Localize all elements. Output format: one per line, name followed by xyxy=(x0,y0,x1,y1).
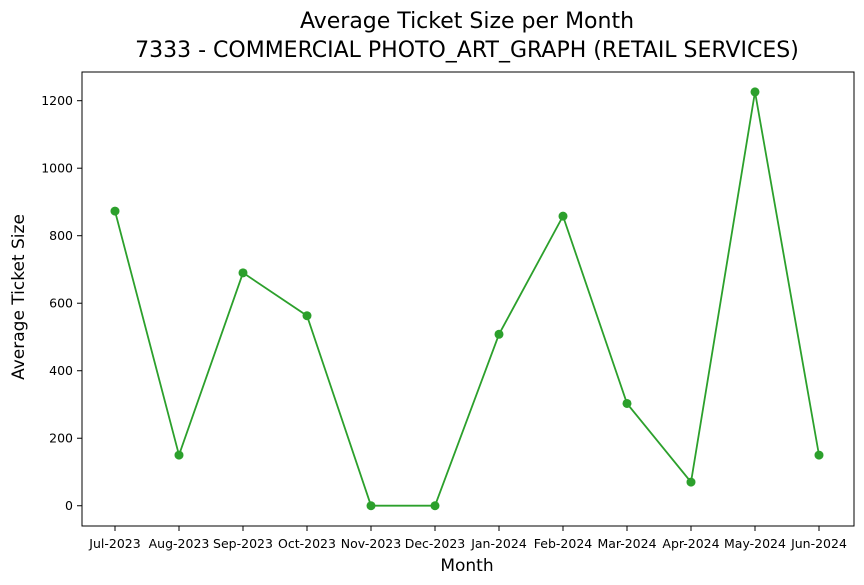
y-tick-label: 800 xyxy=(49,228,73,243)
y-axis-label: Average Ticket Size xyxy=(9,214,29,380)
chart-subtitle: 7333 - COMMERCIAL PHOTO_ART_GRAPH (RETAI… xyxy=(135,38,799,63)
data-point xyxy=(558,211,568,221)
data-point xyxy=(302,311,312,321)
x-tick-label: Feb-2024 xyxy=(534,536,593,551)
x-tick-label: Jun-2024 xyxy=(790,536,847,551)
data-point xyxy=(110,206,120,216)
data-point xyxy=(494,329,504,339)
x-tick-label: Nov-2023 xyxy=(341,536,401,551)
x-tick-label: May-2024 xyxy=(724,536,786,551)
x-tick-label: Sep-2023 xyxy=(213,536,273,551)
y-tick-label: 600 xyxy=(49,296,73,311)
data-point xyxy=(622,398,632,408)
y-tick-label: 400 xyxy=(49,363,73,378)
y-axis: 0 200 400 600 800 1000 1200 xyxy=(41,93,82,513)
y-tick-label: 1000 xyxy=(41,161,73,176)
x-tick-label: Oct-2023 xyxy=(278,536,336,551)
x-tick-label: Aug-2023 xyxy=(149,536,210,551)
plot-area xyxy=(81,71,855,527)
data-point xyxy=(750,87,760,97)
data-point xyxy=(430,501,440,511)
x-axis: Jul-2023 Aug-2023 Sep-2023 Oct-2023 Nov-2023… xyxy=(88,526,847,551)
y-tick-label: 1200 xyxy=(41,93,73,108)
x-tick-label: Apr-2024 xyxy=(662,536,719,551)
x-tick-label: Dec-2023 xyxy=(405,536,466,551)
series-layer xyxy=(110,87,824,511)
data-point xyxy=(686,477,696,487)
series-line xyxy=(114,91,820,507)
data-point xyxy=(814,450,824,460)
data-point xyxy=(238,268,248,278)
x-tick-label: Jul-2023 xyxy=(88,536,140,551)
x-tick-label: Mar-2024 xyxy=(597,536,656,551)
x-axis-label: Month xyxy=(440,556,493,576)
data-point xyxy=(366,501,376,511)
y-tick-label: 0 xyxy=(65,498,73,513)
x-tick-label: Jan-2024 xyxy=(470,536,527,551)
chart-title: Average Ticket Size per Month xyxy=(300,9,634,34)
y-tick-label: 200 xyxy=(49,431,73,446)
data-point xyxy=(174,450,184,460)
